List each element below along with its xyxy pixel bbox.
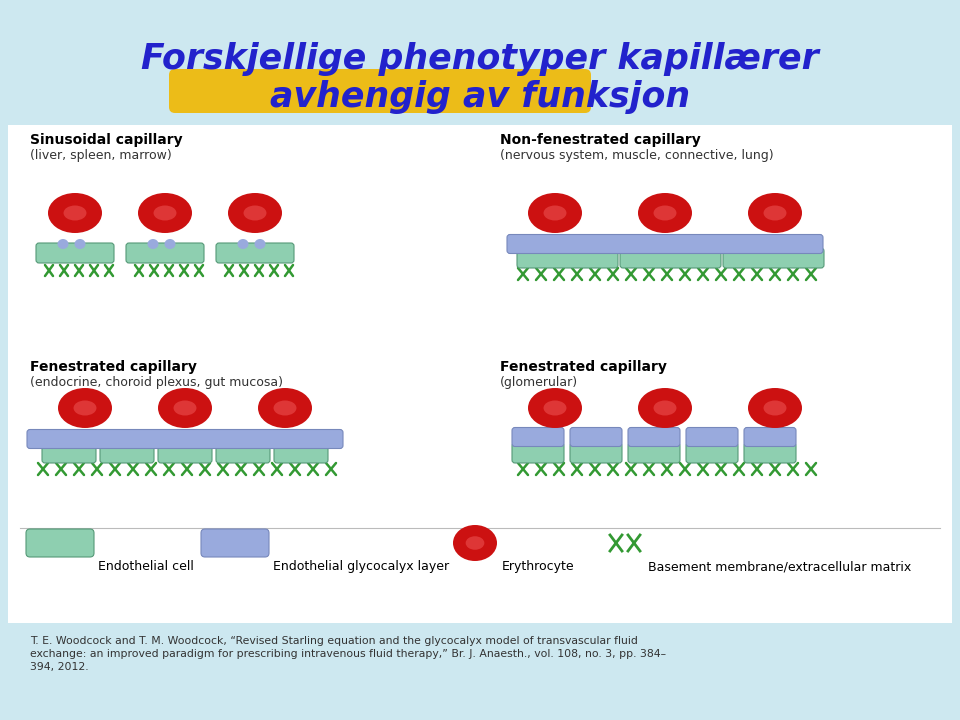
Ellipse shape [258, 388, 312, 428]
FancyBboxPatch shape [100, 443, 154, 463]
Text: (nervous system, muscle, connective, lung): (nervous system, muscle, connective, lun… [500, 149, 774, 162]
Text: Fenestrated capillary: Fenestrated capillary [500, 360, 667, 374]
FancyBboxPatch shape [216, 443, 270, 463]
FancyBboxPatch shape [570, 428, 622, 446]
Bar [8, 125, 952, 623]
FancyBboxPatch shape [36, 243, 114, 263]
FancyBboxPatch shape [26, 529, 94, 557]
FancyBboxPatch shape [158, 443, 212, 463]
Ellipse shape [237, 239, 249, 249]
FancyBboxPatch shape [126, 243, 204, 263]
Ellipse shape [528, 388, 582, 428]
FancyBboxPatch shape [628, 428, 680, 446]
Text: Fenestrated capillary: Fenestrated capillary [30, 360, 197, 374]
Ellipse shape [654, 205, 677, 220]
Ellipse shape [543, 400, 566, 415]
Text: T. E. Woodcock and T. M. Woodcock, “Revised Starling equation and the glycocalyx: T. E. Woodcock and T. M. Woodcock, “Revi… [30, 636, 666, 672]
Ellipse shape [228, 193, 282, 233]
FancyBboxPatch shape [744, 428, 796, 446]
FancyBboxPatch shape [42, 443, 96, 463]
Ellipse shape [654, 400, 677, 415]
Ellipse shape [638, 193, 692, 233]
Ellipse shape [48, 193, 102, 233]
FancyBboxPatch shape [507, 235, 823, 253]
FancyBboxPatch shape [628, 443, 680, 463]
Ellipse shape [74, 400, 96, 415]
Ellipse shape [763, 205, 786, 220]
Ellipse shape [638, 388, 692, 428]
Ellipse shape [148, 239, 158, 249]
Text: avhengig av funksjon: avhengig av funksjon [270, 80, 690, 114]
Text: (glomerular): (glomerular) [500, 376, 578, 389]
Text: (liver, spleen, marrow): (liver, spleen, marrow) [30, 149, 172, 162]
Ellipse shape [466, 536, 485, 550]
Ellipse shape [164, 239, 176, 249]
Ellipse shape [174, 400, 197, 415]
Text: Endothelial glycocalyx layer: Endothelial glycocalyx layer [273, 560, 449, 573]
FancyBboxPatch shape [274, 443, 328, 463]
Ellipse shape [244, 205, 267, 220]
FancyBboxPatch shape [27, 430, 343, 449]
FancyBboxPatch shape [517, 248, 618, 268]
Ellipse shape [58, 239, 68, 249]
FancyBboxPatch shape [216, 243, 294, 263]
Text: Basement membrane/extracellular matrix: Basement membrane/extracellular matrix [648, 560, 911, 573]
Ellipse shape [763, 400, 786, 415]
FancyBboxPatch shape [744, 443, 796, 463]
Ellipse shape [748, 193, 802, 233]
Text: Non-fenestrated capillary: Non-fenestrated capillary [500, 133, 701, 147]
Ellipse shape [138, 193, 192, 233]
Ellipse shape [58, 388, 112, 428]
Text: Forskjellige phenotyper kapillærer: Forskjellige phenotyper kapillærer [141, 42, 819, 76]
Text: Endothelial cell: Endothelial cell [98, 560, 194, 573]
FancyBboxPatch shape [169, 69, 591, 113]
Ellipse shape [63, 205, 86, 220]
Text: Sinusoidal capillary: Sinusoidal capillary [30, 133, 182, 147]
FancyBboxPatch shape [620, 248, 721, 268]
FancyBboxPatch shape [723, 248, 824, 268]
FancyBboxPatch shape [512, 443, 564, 463]
FancyBboxPatch shape [512, 428, 564, 446]
Text: Erythrocyte: Erythrocyte [502, 560, 575, 573]
Ellipse shape [543, 205, 566, 220]
Ellipse shape [453, 525, 497, 561]
Text: (endocrine, choroid plexus, gut mucosa): (endocrine, choroid plexus, gut mucosa) [30, 376, 283, 389]
FancyBboxPatch shape [686, 443, 738, 463]
Ellipse shape [75, 239, 85, 249]
Ellipse shape [274, 400, 297, 415]
Ellipse shape [158, 388, 212, 428]
Ellipse shape [254, 239, 266, 249]
FancyBboxPatch shape [686, 428, 738, 446]
FancyBboxPatch shape [570, 443, 622, 463]
Ellipse shape [748, 388, 802, 428]
FancyBboxPatch shape [201, 529, 269, 557]
Ellipse shape [154, 205, 177, 220]
Ellipse shape [528, 193, 582, 233]
